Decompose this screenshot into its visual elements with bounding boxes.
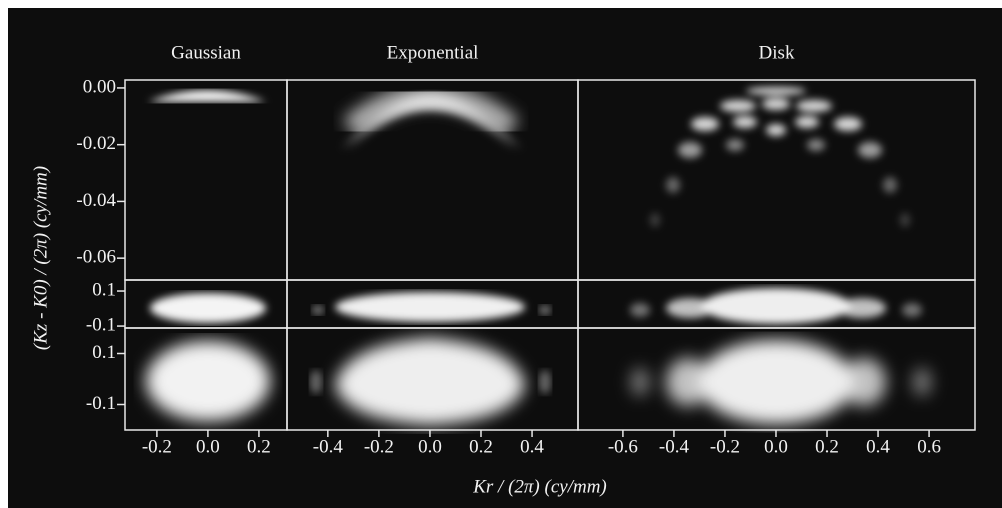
y-tick-label: 0.00 <box>83 76 116 97</box>
side-lobe <box>312 305 324 315</box>
y-tick-label: -0.1 <box>86 393 116 414</box>
x-tick-label: -0.4 <box>659 436 690 457</box>
y-tick-label: -0.04 <box>76 190 116 211</box>
column-title: Exponential <box>387 42 479 63</box>
y-tick-label: 0.1 <box>92 342 116 363</box>
y-axis-label: (Kz - K0) / (2π) (cy/mm) <box>30 166 51 350</box>
side-lobe <box>539 305 551 315</box>
y-tick-label: -0.1 <box>86 314 116 335</box>
column-title: Gaussian <box>171 42 241 63</box>
side-lobe <box>539 370 551 394</box>
x-tick-label: -0.6 <box>608 436 638 457</box>
y-tick-label: -0.02 <box>76 133 116 154</box>
x-axis-label: Kr / (2π) (cy/mm) <box>472 476 607 497</box>
x-tick-label: 0.0 <box>418 436 442 457</box>
x-tick-label: 0.2 <box>815 436 839 457</box>
side-lobe <box>310 370 322 394</box>
x-tick-label: -0.2 <box>142 436 172 457</box>
x-tick-label: 0.4 <box>520 436 544 457</box>
x-tick-label: -0.2 <box>710 436 740 457</box>
column-title: Disk <box>759 42 795 63</box>
y-tick-label: 0.1 <box>92 279 116 300</box>
y-tick-label: -0.06 <box>76 247 116 268</box>
x-tick-label: 0.2 <box>469 436 493 457</box>
x-tick-label: 0.0 <box>196 436 220 457</box>
x-tick-label: 0.2 <box>247 436 271 457</box>
x-tick-label: 0.4 <box>866 436 890 457</box>
x-tick-label: -0.2 <box>364 436 394 457</box>
gaussian-blob-3 <box>146 341 270 421</box>
figure: Gaussian -0.2 0.0 0.2 Exponential -0.4 -0.2 0.0… <box>0 0 1002 508</box>
gaussian-blob-2 <box>150 293 266 323</box>
exponential-blob-2 <box>335 292 525 322</box>
x-tick-label: -0.4 <box>313 436 344 457</box>
x-tick-label: 0.6 <box>917 436 941 457</box>
x-tick-label: 0.0 <box>764 436 788 457</box>
